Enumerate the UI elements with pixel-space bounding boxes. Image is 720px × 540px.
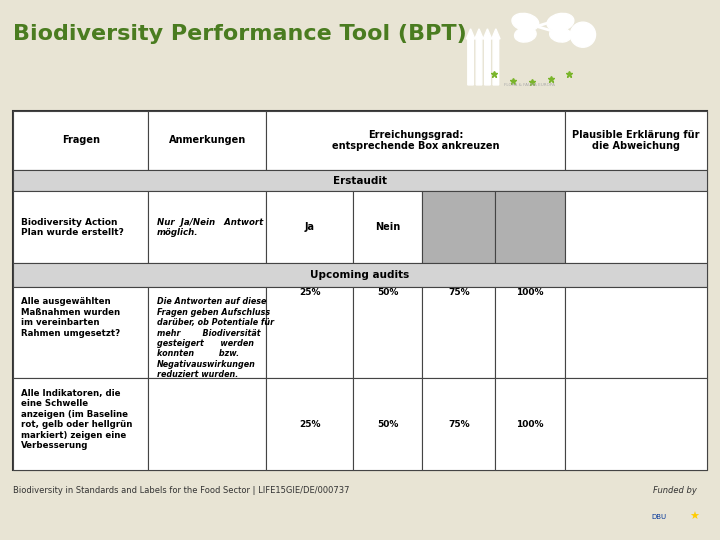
Text: Anmerkungen: Anmerkungen [168,136,246,145]
Text: Biodiversity Action
Plan wurde erstellt?: Biodiversity Action Plan wurde erstellt? [22,218,124,237]
Bar [564,111,707,170]
Bar [564,287,707,378]
Text: Nein: Nein [375,222,400,232]
Text: 75%: 75% [448,288,469,298]
Text: Nur  Ja/Nein   Antwort
möglich.: Nur Ja/Nein Antwort möglich. [157,218,263,237]
Bar [13,264,707,287]
Text: DBU: DBU [652,514,667,520]
Ellipse shape [515,28,536,42]
Text: Upcoming audits: Upcoming audits [310,270,410,280]
Bar [13,170,707,192]
Bar [564,192,707,264]
Text: ★: ★ [690,512,699,522]
Bar [423,192,495,264]
Bar [564,378,707,470]
Bar [13,287,148,378]
Text: Biodiversity Performance Tool (BPT): Biodiversity Performance Tool (BPT) [13,24,467,44]
Bar [423,378,495,470]
Ellipse shape [549,28,571,42]
FancyArrow shape [467,29,474,85]
FancyArrow shape [474,29,483,85]
Text: Erreichungsgrad:
entsprechende Box ankreuzen: Erreichungsgrad: entsprechende Box ankre… [332,130,499,151]
Bar [353,287,423,378]
Ellipse shape [512,14,539,31]
Text: Erstaudit: Erstaudit [333,176,387,186]
Ellipse shape [570,22,595,47]
Text: FLORA & FAUNA EUROPA: FLORA & FAUNA EUROPA [504,83,555,87]
Text: 50%: 50% [377,420,398,429]
Bar [353,378,423,470]
Bar [148,111,266,170]
Text: 50%: 50% [377,288,398,298]
Bar [423,287,495,378]
Text: Ja: Ja [305,222,315,232]
Bar [13,378,148,470]
Text: Die Antworten auf diese
Fragen geben Aufschluss
darüber, ob Potentiale für
mehr : Die Antworten auf diese Fragen geben Auf… [157,298,274,379]
Text: Alle ausgewählten
Maßnahmen wurden
im vereinbarten
Rahmen umgesetzt?: Alle ausgewählten Maßnahmen wurden im ve… [22,298,120,338]
Bar [495,287,564,378]
Bar [148,192,266,264]
Bar [495,192,564,264]
Bar [266,287,353,378]
Bar [266,111,564,170]
Text: 75%: 75% [448,420,469,429]
Text: 100%: 100% [516,288,544,298]
FancyArrow shape [483,29,492,85]
Bar [353,192,423,264]
Bar [266,192,353,264]
Bar [13,111,148,170]
Ellipse shape [547,14,574,31]
Text: 25%: 25% [299,420,320,429]
Text: Biodiversity in Standards and Labels for the Food Sector | LIFE15GIE/DE/000737: Biodiversity in Standards and Labels for… [13,486,349,495]
Bar [495,378,564,470]
Text: 100%: 100% [516,420,544,429]
FancyArrow shape [492,29,500,85]
Text: Funded by: Funded by [653,486,697,495]
Text: 25%: 25% [299,288,320,298]
Text: Fragen: Fragen [62,136,99,145]
Text: Alle Indikatoren, die
eine Schwelle
anzeigen (im Baseline
rot, gelb oder hellgrü: Alle Indikatoren, die eine Schwelle anze… [22,389,132,450]
Bar [148,378,266,470]
Bar [148,287,266,378]
Bar [13,192,148,264]
Bar [266,378,353,470]
Text: Plausible Erklärung für
die Abweichung: Plausible Erklärung für die Abweichung [572,130,700,151]
